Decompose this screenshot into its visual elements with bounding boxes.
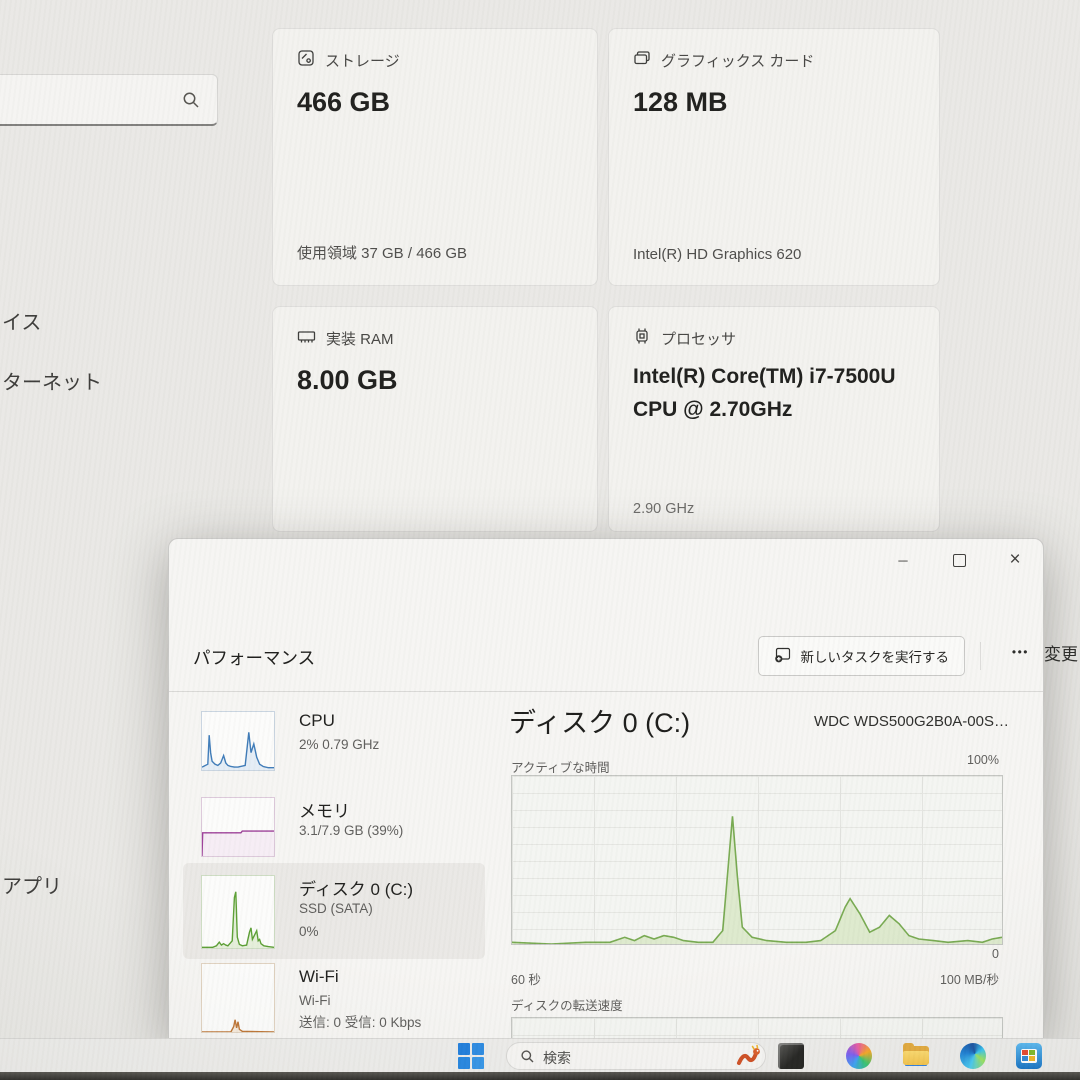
- settings-search-input[interactable]: [0, 74, 218, 126]
- perf-tab-sub2: 送信: 0 受信: 0 Kbps: [299, 1015, 422, 1030]
- spec-card-cpu: プロセッサ Intel(R) Core(TM) i7-7500U CPU @ 2…: [608, 306, 940, 532]
- card-title: 実装 RAM: [326, 330, 394, 348]
- run-new-task-button[interactable]: 新しいタスクを実行する: [757, 636, 965, 676]
- gpu-detail: Intel(R) HD Graphics 620: [633, 246, 802, 263]
- maximize-button[interactable]: [931, 539, 987, 581]
- copilot-icon[interactable]: [846, 1043, 872, 1069]
- taskbar: 検索: [0, 1038, 1080, 1073]
- cpu-detail: 2.90 GHz: [633, 501, 695, 517]
- windows-logo-icon: [472, 1057, 484, 1069]
- card-title: グラフィックス カード: [661, 52, 815, 70]
- minimize-icon: ─: [898, 552, 908, 568]
- taskbar-search[interactable]: 検索: [506, 1042, 766, 1070]
- store-window-glyph: [1021, 1049, 1037, 1063]
- ram-icon: [297, 327, 316, 349]
- storage-icon: [297, 49, 315, 71]
- settings-change-link[interactable]: 変更: [1044, 645, 1078, 664]
- more-options-button[interactable]: •••: [1012, 645, 1029, 659]
- active-time-label: アクティブな時間: [511, 761, 610, 775]
- search-icon: [181, 90, 201, 115]
- run-new-task-icon: [774, 647, 791, 666]
- perf-tab-sub: 2% 0.79 GHz: [299, 737, 380, 752]
- y-min-label: 0: [992, 947, 999, 961]
- taskbar-search-label: 検索: [543, 1050, 571, 1066]
- run-new-task-label: 新しいタスクを実行する: [800, 650, 950, 665]
- ram-value: 8.00 GB: [297, 365, 398, 395]
- perf-tab-title: CPU: [299, 711, 335, 730]
- cpu-icon: [633, 327, 651, 349]
- wifi-sparkline: [201, 963, 275, 1033]
- disk-device-name: WDC WDS500G2B0A-00S…: [813, 713, 1009, 730]
- page-title: パフォーマンス: [193, 648, 316, 668]
- gpu-icon: [633, 49, 651, 71]
- more-icon: •••: [1011, 645, 1029, 659]
- perf-tab-sub: Wi-Fi: [299, 993, 331, 1008]
- task-manager-window: ─ × パフォーマンス 新しいタスクを実行する ••• CPU 2% 0.79 …: [168, 538, 1044, 1040]
- titlebar[interactable]: ─ ×: [169, 539, 1043, 581]
- perf-tab-title: メモリ: [299, 802, 350, 821]
- x-right-label: 100 MB/秒: [939, 973, 999, 987]
- dark-app-icon[interactable]: [778, 1043, 804, 1069]
- disk-transfer-chart: [511, 1017, 1003, 1040]
- edge-browser-icon[interactable]: [960, 1043, 986, 1069]
- close-icon: ×: [1009, 549, 1021, 570]
- file-explorer-icon[interactable]: [903, 1043, 929, 1069]
- minimize-button[interactable]: ─: [875, 539, 931, 581]
- y-max-label: 100%: [967, 753, 999, 767]
- dragon-icon[interactable]: [736, 1043, 762, 1069]
- sidebar-item-devices[interactable]: イス: [2, 312, 42, 334]
- perf-tab-sub: 3.1/7.9 GB (39%): [299, 823, 404, 838]
- disk-active-time-chart: [511, 775, 1003, 945]
- sidebar-item-apps[interactable]: アプリ: [2, 876, 62, 898]
- spec-card-gpu: グラフィックス カード 128 MB Intel(R) HD Graphics …: [608, 28, 940, 286]
- storage-value: 466 GB: [297, 87, 391, 117]
- perf-tab-title: ディスク 0 (C:): [299, 880, 414, 899]
- performance-header: パフォーマンス 新しいタスクを実行する •••: [169, 623, 1043, 692]
- cpu-sparkline: [201, 711, 275, 771]
- close-button[interactable]: ×: [987, 539, 1043, 581]
- search-icon: [520, 1049, 535, 1069]
- sidebar-item-network[interactable]: ターネット: [2, 372, 102, 394]
- start-button[interactable]: [458, 1043, 484, 1069]
- header-divider: [980, 642, 981, 670]
- cpu-value: Intel(R) Core(TM) i7-7500U CPU @ 2.70GHz: [633, 365, 896, 421]
- transfer-rate-label: ディスクの転送速度: [511, 999, 623, 1013]
- perf-tab-title: Wi-Fi: [299, 967, 339, 986]
- card-title: プロセッサ: [661, 330, 737, 348]
- folder-front: [903, 1051, 929, 1065]
- perf-tab-sub2: 0%: [299, 924, 319, 939]
- maximize-icon: [952, 553, 966, 567]
- screen-bezel: [0, 1072, 1080, 1080]
- spec-card-storage: ストレージ 466 GB 使用領域 37 GB / 466 GB: [272, 28, 598, 286]
- perf-tab-sub: SSD (SATA): [299, 901, 373, 916]
- storage-detail: 使用領域 37 GB / 466 GB: [297, 245, 468, 262]
- windows-logo-icon: [458, 1057, 470, 1069]
- gpu-value: 128 MB: [633, 87, 728, 117]
- windows-logo-icon: [472, 1043, 484, 1055]
- windows-logo-icon: [458, 1043, 470, 1055]
- memory-sparkline: [201, 797, 275, 857]
- disk-panel-title: ディスク 0 (C:): [509, 708, 691, 738]
- spec-card-ram: 実装 RAM 8.00 GB: [272, 306, 598, 532]
- microsoft-store-icon[interactable]: [1016, 1043, 1042, 1069]
- x-left-label: 60 秒: [511, 973, 541, 987]
- disk-sparkline: [201, 875, 275, 949]
- card-title: ストレージ: [325, 52, 400, 70]
